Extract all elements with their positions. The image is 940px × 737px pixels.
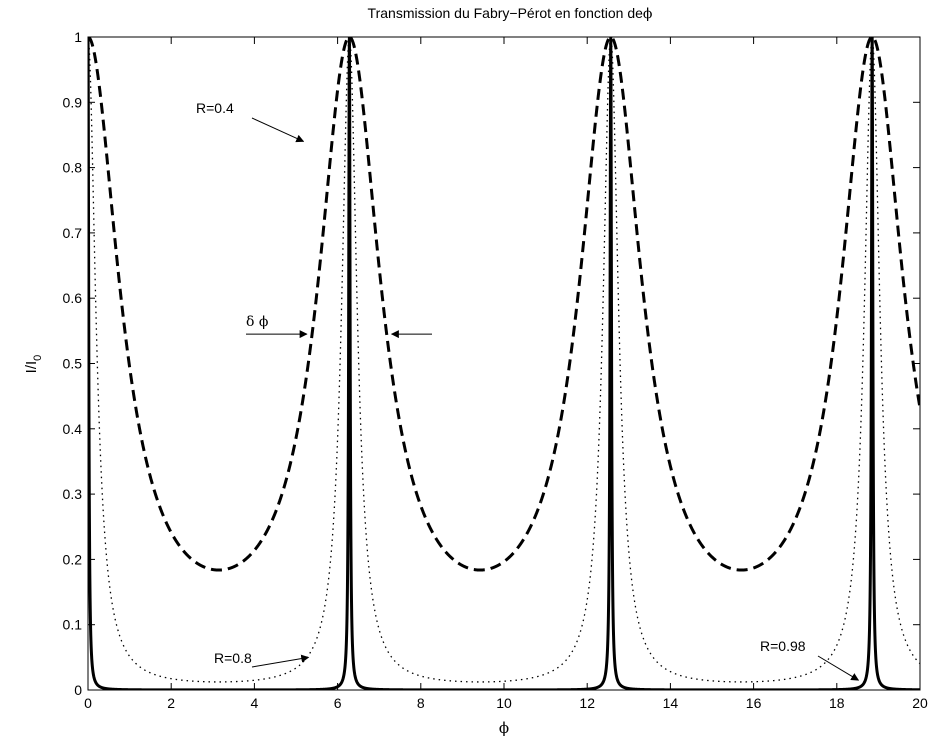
y-tick-label: 0.7 [63,225,83,241]
annotation-r098-arrow [817,655,860,681]
chart-title-symbol: ϕ [643,6,653,22]
annotation-r04-arrow [251,117,305,143]
annotation-delta-phi-label: δ ϕ [246,314,268,330]
plot-area [87,36,921,691]
series-line-solid [88,37,920,690]
annotation-r08-arrow [251,654,310,668]
annotation-r08-label: R=0.8 [214,650,252,666]
y-tick-label: 0.4 [63,421,83,437]
x-tick-label: 20 [912,695,928,711]
x-tick-label: 0 [84,695,92,711]
series-layer [88,37,920,690]
x-axis-label: ϕ [499,719,509,737]
y-tick-label: 0.1 [63,617,83,633]
x-tick-label: 12 [579,695,595,711]
x-tick-label: 16 [746,695,762,711]
y-axis-label: I/I0 [23,355,44,374]
axis-tick-labels: 0 2 4 6 8 10 12 14 16 18 20 0 0.1 0.2 0.3 0.4 0.5 0.6 0.7 0… [63,29,928,711]
y-tick-label: 0.6 [63,290,83,306]
chart-title: Transmission du Fabry−Pérot en fonction … [368,5,653,22]
y-tick-label: 0 [74,682,82,698]
y-tick-label: 0.9 [63,94,83,110]
x-tick-label: 4 [251,695,259,711]
chart-title-text: Transmission du Fabry−Pérot en fonction … [368,5,644,21]
x-tick-label: 8 [417,695,425,711]
y-tick-label: 1 [74,29,82,45]
y-axis-label-main: I/I [23,361,40,374]
y-tick-label: 0.5 [63,356,83,372]
series-line-dashed [88,37,920,572]
annotations-layer: R=0.4 R=0.8 R=0.98 δ ϕ [196,100,860,681]
y-axis-label-subscript: 0 [32,355,44,361]
annotation-r098-label: R=0.98 [760,638,806,654]
y-tick-label: 0.3 [63,486,83,502]
x-tick-label: 10 [496,695,512,711]
x-tick-label: 6 [334,695,342,711]
x-tick-label: 2 [167,695,175,711]
annotation-r04-label: R=0.4 [196,100,234,116]
x-tick-label: 14 [663,695,679,711]
y-tick-label: 0.8 [63,160,83,176]
x-tick-label: 18 [829,695,845,711]
y-tick-label: 0.2 [63,551,83,567]
